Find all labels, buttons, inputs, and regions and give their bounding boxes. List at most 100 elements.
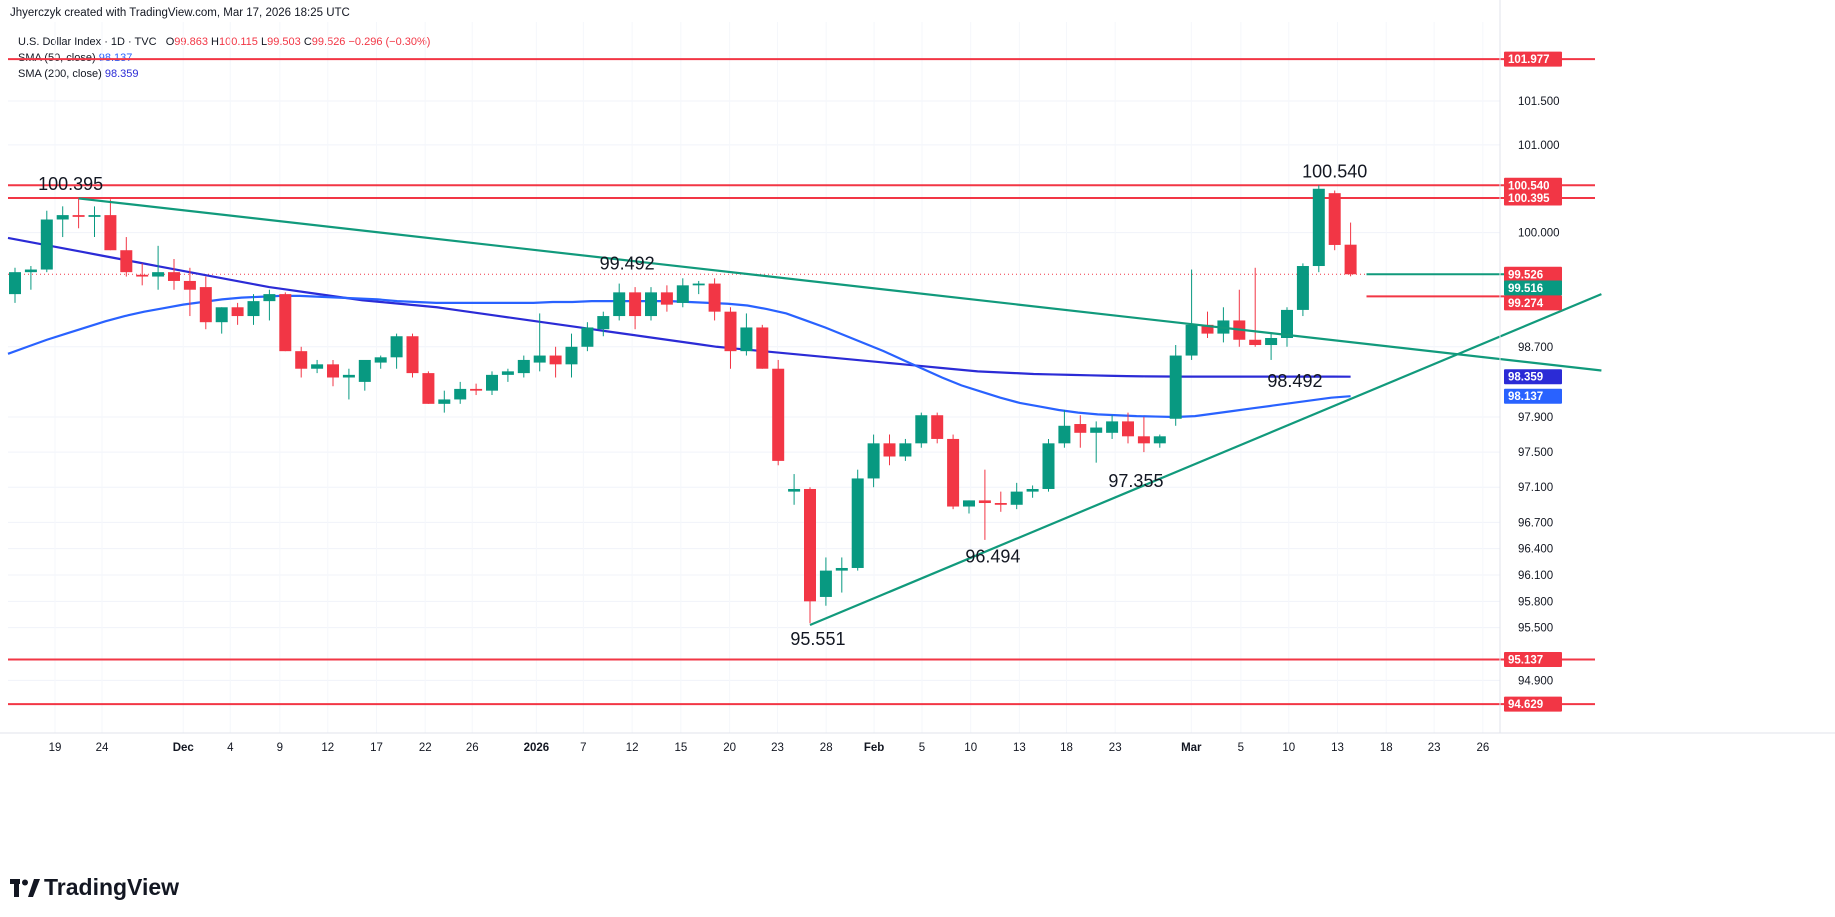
price-tag-label: 95.137 bbox=[1508, 655, 1543, 667]
candle-up bbox=[597, 316, 610, 330]
candle-down bbox=[231, 307, 244, 317]
open-value: 99.863 bbox=[174, 36, 208, 48]
sma200-row[interactable]: SMA (200, close) 98.359 bbox=[18, 66, 430, 82]
time-tick-label: 19 bbox=[49, 742, 62, 754]
candle-up bbox=[1153, 436, 1166, 444]
price-tag bbox=[1504, 696, 1562, 712]
time-tick-label: 12 bbox=[626, 742, 639, 754]
symbol-name: U.S. Dollar Index · 1D · TVC bbox=[18, 36, 157, 48]
candle-down bbox=[199, 287, 212, 323]
candle-down bbox=[470, 388, 483, 391]
candle-down bbox=[1074, 424, 1087, 433]
price-tag bbox=[1504, 177, 1562, 193]
high-value: 100.115 bbox=[218, 36, 258, 48]
price-annotation: 95.551 bbox=[790, 629, 845, 649]
time-tick-label: 23 bbox=[1428, 742, 1441, 754]
price-tag-label: 98.137 bbox=[1508, 391, 1543, 403]
candle-down bbox=[1344, 244, 1357, 275]
price-tick-label: 97.500 bbox=[1518, 447, 1553, 459]
time-tick-label: Mar bbox=[1181, 742, 1202, 754]
price-annotation: 97.355 bbox=[1108, 471, 1163, 491]
price-tag bbox=[1504, 369, 1562, 385]
candle-up bbox=[676, 285, 689, 303]
brand[interactable]: TradingView bbox=[10, 874, 179, 901]
price-tag bbox=[1504, 280, 1562, 296]
sma200-label: SMA (200, close) bbox=[18, 68, 102, 80]
time-axis[interactable]: 19 24 Dec 4 9 12 17 22 26 2026 7 12 15 20 23 28 Feb 5 10 13… bbox=[0, 732, 1835, 754]
price-tag-label: 94.629 bbox=[1508, 699, 1543, 711]
candle-up bbox=[152, 272, 165, 277]
candle-up bbox=[374, 357, 387, 363]
candle-down bbox=[978, 500, 991, 504]
change-value: −0.296 (−0.30%) bbox=[348, 36, 431, 48]
time-tick-label: 13 bbox=[1013, 742, 1026, 754]
time-tick-label: 10 bbox=[964, 742, 977, 754]
trendline bbox=[78, 197, 1602, 372]
time-tick-label: 26 bbox=[1476, 742, 1489, 754]
time-tick-label: 23 bbox=[1109, 742, 1122, 754]
price-axis[interactable]: 101.500 101.000 100.000 98.700 97.900 97.500 9… bbox=[1499, 0, 1560, 733]
candle-down bbox=[883, 443, 896, 457]
candle-down bbox=[1328, 193, 1341, 245]
price-annotation: 99.492 bbox=[600, 253, 655, 273]
candle-up bbox=[1010, 491, 1023, 505]
symbol-row[interactable]: U.S. Dollar Index · 1D · TVC O99.863 H10… bbox=[18, 34, 430, 50]
grid bbox=[8, 22, 1500, 733]
candle-up bbox=[9, 272, 21, 295]
candle-down bbox=[136, 274, 149, 277]
candle-up bbox=[342, 374, 355, 378]
candle-down bbox=[947, 438, 960, 507]
price-annotation: 98.492 bbox=[1267, 371, 1322, 391]
candle-down bbox=[183, 280, 196, 290]
time-tick-label: 10 bbox=[1282, 742, 1295, 754]
price-tick-label: 96.100 bbox=[1518, 570, 1553, 582]
candle-up bbox=[819, 570, 832, 597]
price-annotation: 96.494 bbox=[965, 546, 1020, 566]
candle-up bbox=[613, 292, 626, 317]
price-tag-label: 100.540 bbox=[1508, 180, 1550, 192]
candle-down bbox=[931, 415, 944, 439]
candle-up bbox=[899, 443, 912, 457]
candle-down bbox=[724, 311, 737, 352]
candle-down bbox=[406, 336, 419, 374]
candle-down bbox=[708, 283, 721, 312]
candle-down bbox=[422, 373, 435, 404]
horizontal-levels[interactable] bbox=[8, 58, 1595, 706]
candle-up bbox=[1026, 488, 1039, 492]
price-tick-label: 101.000 bbox=[1518, 140, 1560, 152]
candle-up bbox=[311, 364, 324, 369]
price-tags: 101.977100.540100.39599.52604:34:4699.51… bbox=[1504, 51, 1562, 712]
candle-down bbox=[279, 294, 292, 352]
sma50-row[interactable]: SMA (50, close) 98.137 bbox=[18, 50, 430, 66]
candle-up bbox=[1265, 338, 1278, 346]
price-tick-label: 94.900 bbox=[1518, 675, 1553, 687]
time-tick-label: 15 bbox=[674, 742, 687, 754]
trendlines[interactable] bbox=[78, 197, 1602, 627]
open-label: O bbox=[165, 36, 175, 48]
price-tag-label: 99.526 bbox=[1508, 269, 1543, 281]
candle-down bbox=[804, 488, 816, 602]
high-label: H bbox=[211, 36, 219, 48]
candle-down bbox=[120, 250, 133, 273]
time-tick-label: 5 bbox=[919, 742, 925, 754]
candle-down bbox=[104, 215, 117, 251]
sma50-label: SMA (50, close) bbox=[18, 52, 96, 64]
candle-up bbox=[740, 327, 753, 352]
time-tick-label: 18 bbox=[1380, 742, 1393, 754]
price-tick-label: 100.000 bbox=[1518, 228, 1560, 240]
time-tick-label: 7 bbox=[580, 742, 586, 754]
price-tag bbox=[1504, 190, 1562, 206]
candle-up bbox=[263, 294, 276, 302]
close-label: C bbox=[303, 36, 312, 48]
price-tick-label: 95.500 bbox=[1518, 623, 1553, 635]
candle-up bbox=[390, 336, 403, 358]
price-tick-label: 97.100 bbox=[1518, 482, 1553, 494]
time-tick-label: 5 bbox=[1238, 742, 1244, 754]
sma50-value: 98.137 bbox=[98, 52, 133, 64]
candle-down bbox=[660, 292, 673, 305]
candle-up bbox=[215, 307, 228, 323]
chart-header: Jhyerczyk created with TradingView.com, … bbox=[10, 7, 350, 19]
sma200-line bbox=[7, 236, 1351, 378]
candle-down bbox=[1137, 436, 1150, 444]
